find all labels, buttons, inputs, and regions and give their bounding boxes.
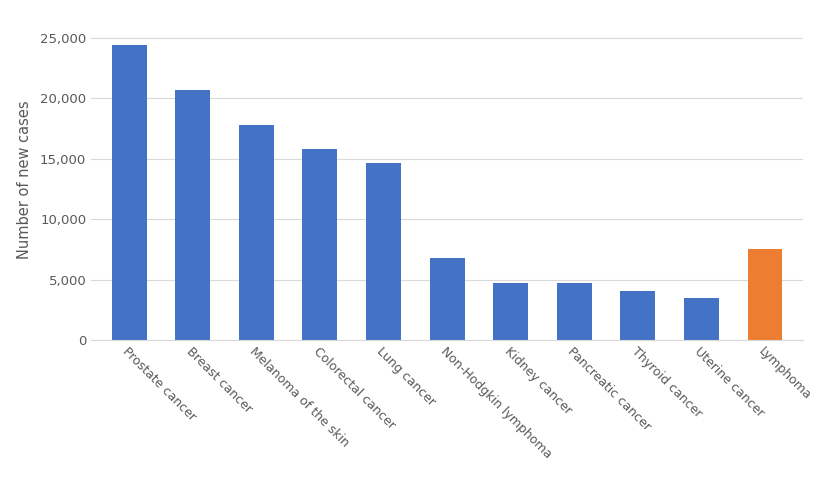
Bar xyxy=(619,291,654,340)
Bar xyxy=(175,90,210,340)
Bar xyxy=(429,258,464,340)
Bar xyxy=(683,298,718,340)
Bar xyxy=(302,149,337,340)
Bar xyxy=(556,283,591,340)
Bar xyxy=(112,46,146,340)
Bar xyxy=(366,163,400,340)
Bar xyxy=(239,125,274,340)
Bar xyxy=(747,250,782,340)
Bar xyxy=(493,282,528,340)
Y-axis label: Number of new cases: Number of new cases xyxy=(17,100,31,260)
